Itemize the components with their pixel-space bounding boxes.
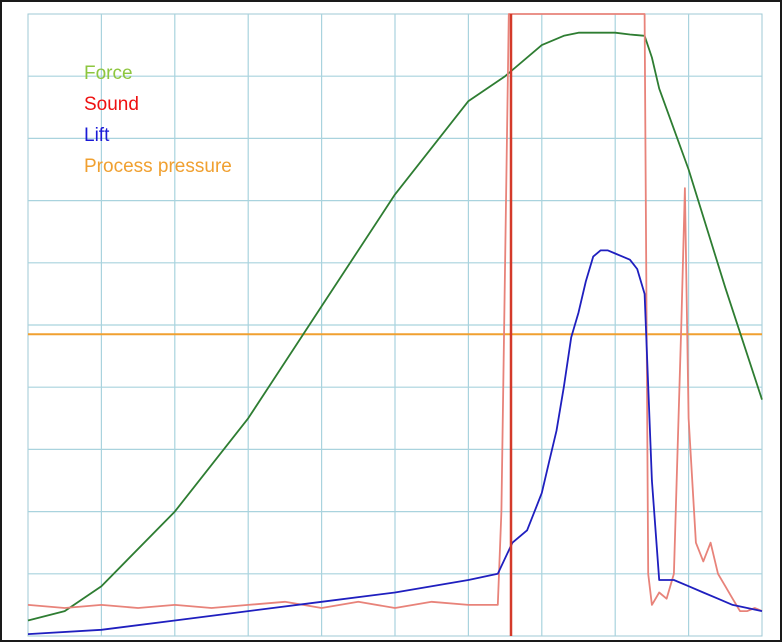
legend: Force Sound Lift Process pressure [84,63,232,177]
legend-label-lift: Lift [84,125,110,146]
series-line-sound [27,13,763,612]
legend-label-process-pressure: Process pressure [84,156,232,177]
legend-label-sound: Sound [84,94,139,115]
gridlines [28,14,762,636]
legend-label-force: Force [84,63,133,84]
series-line-lift [27,249,763,635]
series-line-force [27,31,763,622]
series-layer [27,13,763,635]
